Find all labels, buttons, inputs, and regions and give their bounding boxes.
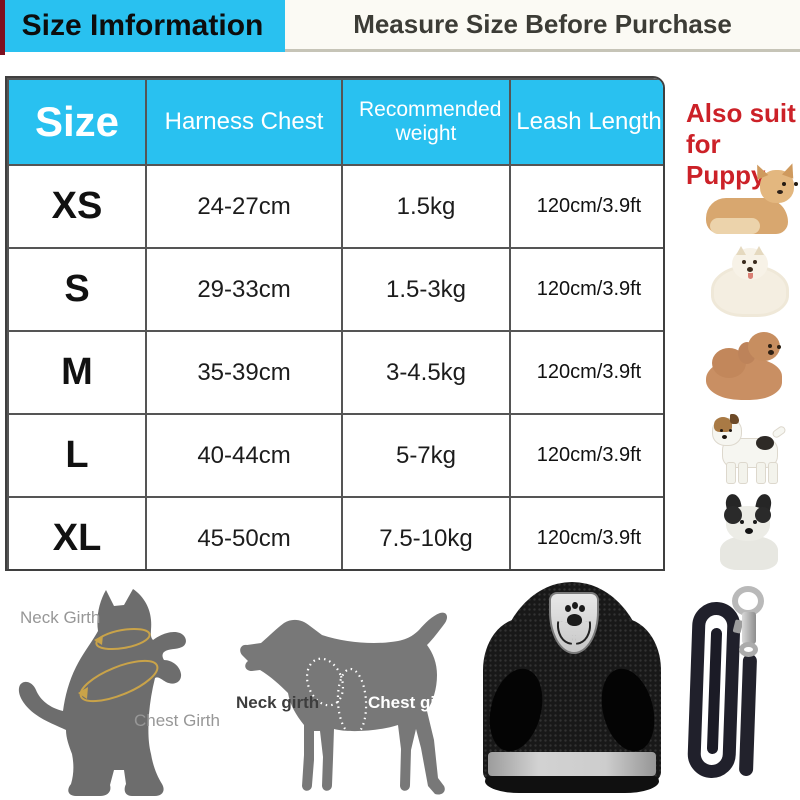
puppy-ear xyxy=(754,246,764,255)
leash-product-photo xyxy=(684,586,784,798)
weight-cell: 3-4.5kg xyxy=(341,330,511,415)
paw-pad xyxy=(567,614,582,626)
size-cell: L xyxy=(7,413,147,498)
size-cell: XL xyxy=(7,496,147,569)
also-suit-line2: for Puppy xyxy=(686,129,766,191)
table-row-l: L 40-44cm 5-7kg 120cm/3.9ft xyxy=(7,413,663,498)
cat-chest-girth-label: Chest Girth xyxy=(134,711,220,730)
chest-girth-ellipse xyxy=(79,659,159,703)
size-cell: S xyxy=(7,247,147,332)
pomeranian-puppy-photo xyxy=(710,246,794,316)
size-cell: M xyxy=(7,330,147,415)
puppy-ear xyxy=(730,414,739,424)
neck-girth-dotted-ellipse xyxy=(305,657,345,707)
poodle-puppy-photo xyxy=(704,330,790,402)
puppy-leg xyxy=(756,462,766,484)
puppy-leg xyxy=(738,462,748,484)
chihuahua-puppy-photo xyxy=(704,161,799,238)
cat-silhouette xyxy=(18,589,186,796)
puppy-ear xyxy=(736,246,746,255)
size-cell: XS xyxy=(7,164,147,249)
puppy-nose xyxy=(777,190,783,194)
also-suit-note: Also suit for Puppy xyxy=(686,98,798,192)
puppy-head xyxy=(748,332,780,361)
page-title: Measure Size Before Purchase xyxy=(353,9,732,39)
leash-cell: 120cm/3.9ft xyxy=(509,413,663,498)
title-area: Measure Size Before Purchase xyxy=(285,0,800,52)
weight-cell: 7.5-10kg xyxy=(341,496,511,569)
puppy-patch xyxy=(756,436,774,450)
puppy-eyes xyxy=(768,344,772,348)
weight-cell: 1.5kg xyxy=(341,164,511,249)
table-row-m: M 35-39cm 3-4.5kg 120cm/3.9ft xyxy=(7,330,663,415)
paw-shield-badge-icon xyxy=(549,592,599,654)
leash-cell: 120cm/3.9ft xyxy=(509,164,663,249)
leash-cell: 120cm/3.9ft xyxy=(509,496,663,569)
col-header-weight: Recommended weight xyxy=(341,78,511,166)
reflective-stripe xyxy=(488,752,656,776)
puppy-leg xyxy=(726,462,736,484)
size-information-label: Size Imformation xyxy=(21,9,264,42)
puppy-tongue xyxy=(748,273,753,279)
table-row-xs: XS 24-27cm 1.5kg 120cm/3.9ft xyxy=(7,164,663,249)
harness-product-photo xyxy=(481,576,663,800)
chest-cell: 45-50cm xyxy=(145,496,343,569)
table-header-row: Size Harness Chest Recommended weight Le… xyxy=(7,78,663,166)
col-header-size: Size xyxy=(7,78,147,166)
chest-cell: 35-39cm xyxy=(145,330,343,415)
girth-arrow-icon xyxy=(78,687,88,699)
dog-chest-girth-label: Chest girth xyxy=(368,693,458,712)
swivel-ring-icon xyxy=(739,642,758,657)
size-information-banner: Size Imformation xyxy=(0,0,285,52)
table-row-s: S 29-33cm 1.5-3kg 120cm/3.9ft xyxy=(7,247,663,332)
puppy-eyes xyxy=(742,260,746,264)
puppy-leg xyxy=(768,462,778,484)
puppy-eyes xyxy=(740,520,744,524)
puppy-tail xyxy=(770,424,788,440)
girth-arrow-icon xyxy=(94,635,103,645)
size-table-container: Size Harness Chest Recommended weight Le… xyxy=(5,76,665,571)
dog-neck-girth-label: Neck girth xyxy=(236,693,320,712)
puppy-head xyxy=(760,170,794,203)
puppy-belly xyxy=(710,218,760,234)
dog-silhouette xyxy=(240,612,448,795)
size-table: Size Harness Chest Recommended weight Le… xyxy=(7,78,663,569)
dog-measurement-diagram: Neck girth Chest girth xyxy=(230,610,475,800)
table-row-xl: XL 45-50cm 7.5-10kg 120cm/3.9ft xyxy=(7,496,663,569)
puppy-patch xyxy=(714,417,732,432)
col-header-leash: Leash Length xyxy=(509,78,663,166)
puppy-nose xyxy=(768,350,774,355)
chest-cell: 24-27cm xyxy=(145,164,343,249)
puppy-patch xyxy=(724,506,742,524)
french-bulldog-puppy-photo xyxy=(712,492,788,570)
chest-cell: 40-44cm xyxy=(145,413,343,498)
cat-measurement-diagram: Neck Girth Chest Girth xyxy=(6,578,221,800)
also-suit-line1: Also suit xyxy=(686,98,796,128)
jack-russell-puppy-photo xyxy=(712,414,788,484)
puppy-eyes xyxy=(782,182,786,186)
neck-girth-ellipse xyxy=(95,627,151,651)
decorative-red-strip xyxy=(0,0,5,55)
chest-cell: 29-33cm xyxy=(145,247,343,332)
leash-cell: 120cm/3.9ft xyxy=(509,330,663,415)
puppy-patch xyxy=(755,507,771,523)
laurel-branch-icon xyxy=(554,621,575,645)
puppy-eyes xyxy=(720,429,723,432)
snap-hook-body xyxy=(742,612,756,644)
leash-cell: 120cm/3.9ft xyxy=(509,247,663,332)
paw-toes xyxy=(565,605,571,612)
weight-cell: 1.5-3kg xyxy=(341,247,511,332)
cat-neck-girth-label: Neck Girth xyxy=(20,608,101,627)
col-header-chest: Harness Chest xyxy=(145,78,343,166)
puppy-nose xyxy=(722,435,727,439)
puppy-nose xyxy=(747,267,753,272)
puppy-nose xyxy=(745,528,753,534)
laurel-branch-icon xyxy=(573,621,594,645)
leash-strap xyxy=(738,653,758,777)
puppy-body xyxy=(720,536,778,570)
harness-hem xyxy=(485,776,659,793)
weight-cell: 5-7kg xyxy=(341,413,511,498)
